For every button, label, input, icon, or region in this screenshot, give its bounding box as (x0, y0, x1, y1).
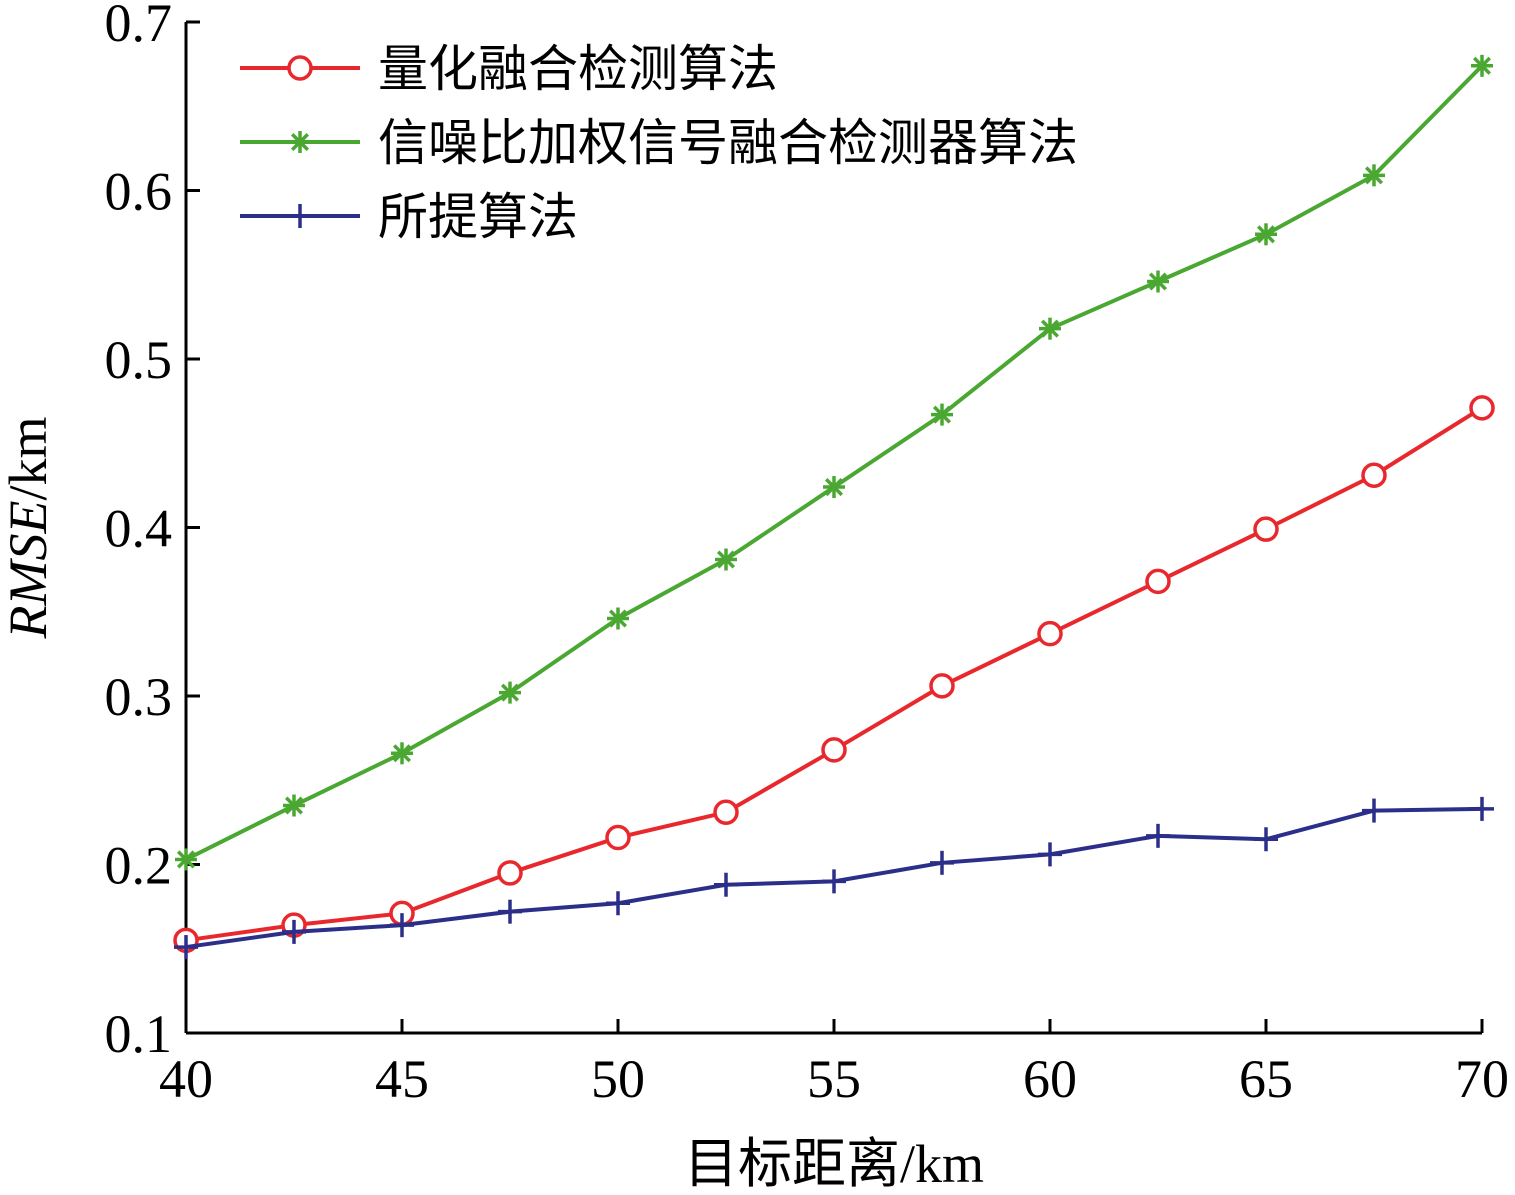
legend-marker (287, 55, 313, 81)
data-point (822, 869, 846, 894)
data-point (931, 403, 953, 426)
series-2 (174, 796, 1494, 960)
data-point (282, 919, 306, 944)
legend-label: 量化融合检测算法 (378, 40, 778, 98)
y-tick-label: 0.1 (105, 1004, 173, 1064)
data-point (1145, 568, 1171, 595)
y-axis-title: RMSE/km (0, 417, 58, 640)
data-point (1363, 164, 1385, 187)
data-point (391, 742, 413, 765)
data-point (1361, 462, 1387, 489)
data-point (929, 673, 955, 699)
x-tick-label: 65 (1239, 1049, 1293, 1109)
data-point (174, 935, 198, 960)
data-point (821, 737, 847, 763)
legend-item: 量化融合检测算法 (240, 40, 778, 98)
series-1 (175, 54, 1493, 871)
data-point (823, 476, 845, 499)
data-point (1039, 317, 1061, 340)
x-tick-label: 50 (591, 1049, 645, 1109)
legend-item: 所提算法 (240, 188, 578, 246)
data-point (1037, 620, 1063, 647)
legend-item: 信噪比加权信号融合检测器算法 (240, 114, 1078, 172)
x-tick-label: 60 (1023, 1049, 1077, 1109)
data-point (930, 850, 954, 875)
x-axis-title: 目标距离/km (684, 1134, 984, 1194)
data-point (1470, 796, 1494, 821)
data-point (175, 848, 197, 871)
data-point (1253, 516, 1279, 542)
ticks: 40 45 50 55 60 65 70 0.1 0.2 0.3 0.4 0.5 0.6 0.7 (105, 0, 1510, 1109)
series-layer (173, 54, 1495, 960)
y-tick-label: 0.6 (105, 162, 173, 222)
legend-label: 所提算法 (378, 188, 578, 246)
data-point (1038, 842, 1062, 867)
data-point (605, 824, 631, 851)
data-point (1362, 798, 1386, 823)
data-point (498, 899, 522, 924)
data-point (1469, 395, 1495, 421)
x-tick-label: 55 (807, 1049, 861, 1109)
x-tick-label: 45 (375, 1049, 429, 1109)
x-tick-label: 40 (159, 1049, 213, 1109)
y-axis-title-unit: /km (0, 417, 58, 501)
y-tick-label: 0.7 (105, 0, 173, 53)
data-point (1147, 270, 1169, 293)
data-point (390, 913, 414, 938)
y-tick-label: 0.5 (105, 330, 173, 390)
legend-marker (289, 131, 311, 153)
data-point (607, 607, 629, 630)
data-point (714, 872, 738, 897)
data-point (1146, 823, 1170, 848)
data-point (1254, 827, 1278, 852)
data-point (499, 681, 521, 704)
x-tick-label: 70 (1455, 1049, 1509, 1109)
y-tick-label: 0.4 (105, 499, 173, 559)
legend-marker (288, 204, 312, 228)
data-point (715, 548, 737, 571)
data-point (497, 860, 523, 886)
data-point (283, 794, 305, 817)
data-point (1471, 54, 1493, 77)
legend-label: 信噪比加权信号融合检测器算法 (378, 114, 1078, 172)
y-tick-label: 0.2 (105, 836, 173, 896)
data-point (606, 891, 630, 916)
y-axis-title-italic: RMSE (0, 501, 58, 640)
data-point (1255, 223, 1277, 246)
data-point (713, 799, 739, 826)
y-tick-label: 0.3 (105, 667, 173, 727)
